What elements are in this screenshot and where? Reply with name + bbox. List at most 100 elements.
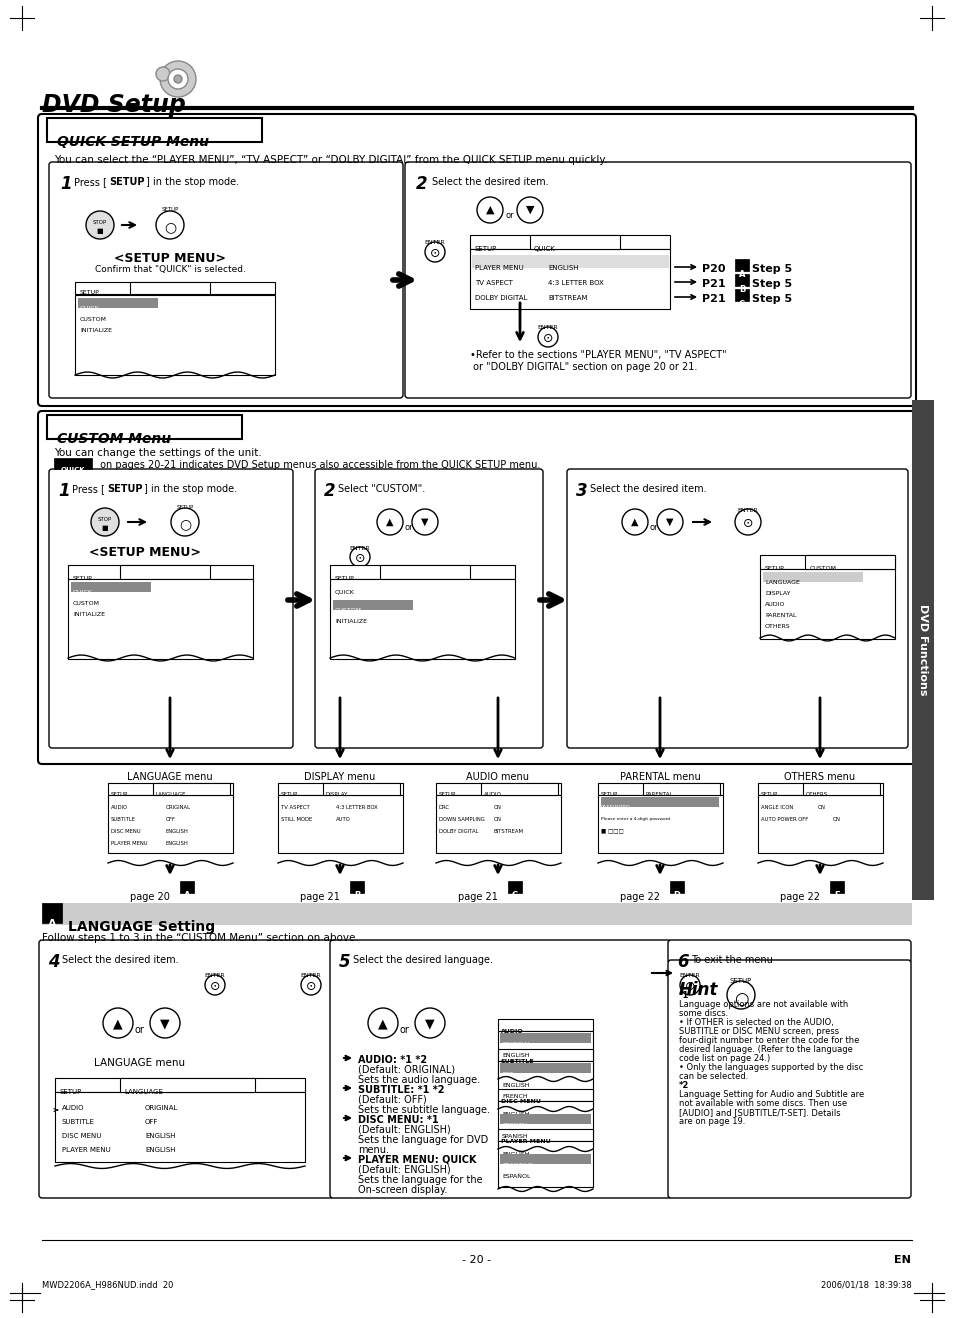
Text: INITIALIZE: INITIALIZE [73, 612, 105, 617]
Circle shape [86, 211, 113, 239]
Text: some discs.: some discs. [679, 1010, 727, 1017]
Text: LANGUAGE: LANGUAGE [156, 792, 186, 797]
Text: Select the desired item.: Select the desired item. [589, 484, 706, 494]
Text: 4:3 LETTER BOX: 4:3 LETTER BOX [547, 279, 603, 286]
Text: Step 5: Step 5 [751, 264, 791, 274]
Text: Sets the audio language.: Sets the audio language. [357, 1075, 479, 1085]
Text: DISPLAY: DISPLAY [764, 590, 790, 596]
Bar [470, 235, 669, 249]
FancyBboxPatch shape [49, 469, 293, 749]
Text: SETUP: SETUP [161, 207, 178, 212]
Text: AUDIO: *1 *2: AUDIO: *1 *2 [357, 1054, 427, 1065]
Circle shape [160, 61, 195, 98]
Text: ▲: ▲ [386, 517, 394, 527]
Text: <SETUP MENU>: <SETUP MENU> [114, 252, 226, 265]
Text: AUDIO: AUDIO [62, 1104, 85, 1111]
Text: STOP: STOP [92, 220, 107, 225]
Text: PLAYER MENU: PLAYER MENU [500, 1139, 550, 1144]
Text: [AUDIO] and [SUBTITLE/T-SET]. Details: [AUDIO] and [SUBTITLE/T-SET]. Details [679, 1108, 840, 1116]
Text: ⊙: ⊙ [684, 981, 695, 992]
Text: 5: 5 [338, 953, 351, 971]
Bar [350, 880, 364, 894]
Text: SETUP: SETUP [60, 1089, 82, 1095]
Text: DISC MENU: DISC MENU [111, 829, 140, 834]
Text: - 20 -: - 20 - [462, 1255, 491, 1265]
Text: ■: ■ [102, 525, 109, 531]
Circle shape [168, 69, 188, 90]
Text: Press [: Press [ [74, 177, 107, 187]
Text: FRENCH: FRENCH [501, 1123, 527, 1128]
Text: SUBTITLE or DISC MENU screen, press: SUBTITLE or DISC MENU screen, press [679, 1027, 839, 1036]
FancyBboxPatch shape [314, 469, 542, 749]
Text: ▲: ▲ [377, 1017, 388, 1029]
Text: ENTER: ENTER [537, 326, 558, 330]
Text: ▼: ▼ [421, 517, 428, 527]
Text: Follow steps 1 to 3 in the “CUSTOM Menu” section on above.: Follow steps 1 to 3 in the “CUSTOM Menu”… [42, 933, 358, 942]
Text: 2: 2 [324, 482, 335, 500]
Text: PLAYER MENU: PLAYER MENU [111, 841, 148, 846]
Text: PLAYER MENU: QUICK: PLAYER MENU: QUICK [357, 1155, 476, 1165]
Bar [68, 565, 253, 579]
Text: PARENTAL: PARENTAL [645, 792, 673, 797]
Bar [760, 569, 894, 639]
Bar [734, 260, 748, 272]
Text: Select "CUSTOM".: Select "CUSTOM". [337, 484, 425, 494]
Text: 2: 2 [416, 175, 427, 192]
Text: (Default: OFF): (Default: OFF) [357, 1095, 426, 1104]
Bar [42, 903, 911, 925]
Bar [497, 1141, 593, 1188]
Bar [499, 1155, 590, 1164]
Text: OFF: OFF [145, 1119, 158, 1126]
Text: ORIGINAL: ORIGINAL [501, 1043, 532, 1046]
Text: ] in the stop mode.: ] in the stop mode. [146, 177, 239, 187]
Text: Sets the subtitle language.: Sets the subtitle language. [357, 1104, 490, 1115]
Text: OTHERS menu: OTHERS menu [783, 772, 855, 782]
Text: or: or [505, 211, 514, 220]
Bar [804, 555, 894, 569]
Text: C: C [739, 301, 744, 308]
Text: SETUP: SETUP [80, 290, 100, 295]
FancyBboxPatch shape [49, 162, 402, 398]
Bar [758, 783, 882, 795]
Text: D: D [673, 891, 679, 900]
Bar [734, 289, 748, 301]
Text: ENGLISH: ENGLISH [501, 1053, 529, 1058]
Text: ORIGINAL: ORIGINAL [166, 805, 191, 811]
Circle shape [657, 509, 682, 535]
Text: ENGLISH: ENGLISH [145, 1147, 175, 1153]
Bar [598, 795, 722, 853]
FancyBboxPatch shape [667, 960, 910, 1198]
Text: SETUP: SETUP [760, 792, 778, 797]
Text: ○: ○ [164, 220, 176, 235]
Text: SETUP: SETUP [335, 576, 355, 581]
Text: AUDIO: AUDIO [111, 805, 128, 811]
Bar [480, 783, 558, 795]
Text: can be selected.: can be selected. [679, 1072, 747, 1081]
Text: ON: ON [494, 805, 501, 811]
Circle shape [412, 509, 437, 535]
Text: ENGLISH: ENGLISH [145, 1133, 175, 1139]
Text: DISC MENU: DISC MENU [500, 1099, 540, 1104]
Text: OTHERS: OTHERS [805, 792, 827, 797]
Text: PARENTAL: PARENTAL [764, 613, 796, 618]
Circle shape [171, 507, 199, 536]
Text: P21: P21 [701, 294, 725, 304]
Bar [330, 565, 515, 579]
Text: SETUP: SETUP [600, 792, 618, 797]
Text: A: A [738, 270, 744, 279]
Text: ⊙: ⊙ [429, 246, 439, 260]
Text: DOLBY DIGITAL: DOLBY DIGITAL [438, 829, 478, 834]
FancyBboxPatch shape [38, 113, 915, 406]
FancyBboxPatch shape [330, 940, 670, 1198]
Text: LANGUAGE menu: LANGUAGE menu [94, 1058, 186, 1068]
Text: ENGLISH: ENGLISH [547, 265, 578, 272]
Text: ▲: ▲ [485, 206, 494, 215]
Text: (Default: ENGLISH): (Default: ENGLISH) [357, 1165, 450, 1176]
Text: or: or [399, 1025, 410, 1035]
Text: LANGUAGE menu: LANGUAGE menu [127, 772, 213, 782]
Text: Hint: Hint [679, 981, 718, 999]
Text: FRENCH: FRENCH [501, 1094, 527, 1099]
Text: QUICK: QUICK [534, 246, 556, 252]
Text: ENTER: ENTER [679, 973, 700, 978]
Text: Language options are not available with: Language options are not available with [679, 1000, 847, 1010]
